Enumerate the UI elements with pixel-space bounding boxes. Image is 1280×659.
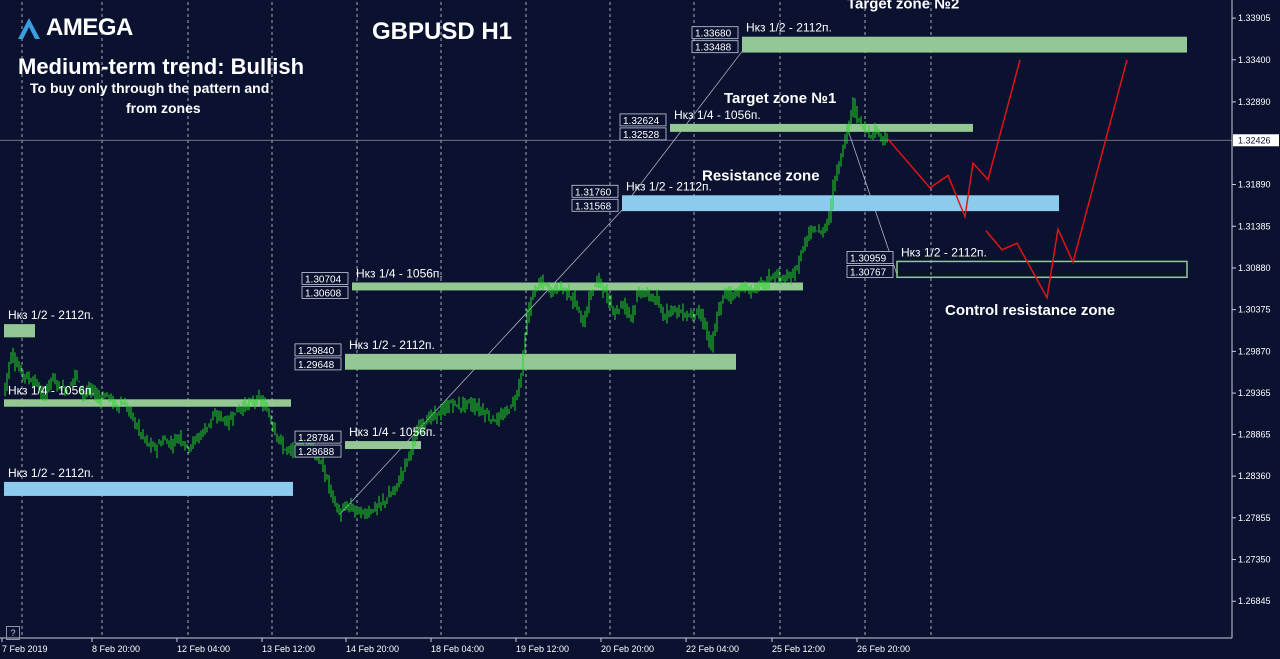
zone-label-2: Нкз 1/2 - 2112п. — [626, 179, 712, 193]
y-tick-label-7: 1.29870 — [1238, 346, 1271, 356]
zone-price-bottom-box-3 — [846, 265, 894, 278]
zone-price-bottom-2: 1.31568 — [575, 201, 612, 212]
x-tick-label-9: 25 Feb 12:00 — [772, 644, 825, 654]
y-tick-label-8: 1.29365 — [1238, 388, 1271, 398]
x-tick-label-7: 20 Feb 20:00 — [601, 644, 654, 654]
x-tick-label-4: 14 Feb 20:00 — [346, 644, 399, 654]
zone-label-4: Нкз 1/4 - 1056п. — [356, 267, 443, 281]
zone-price-top-box-5 — [294, 343, 342, 357]
zone-price-top-6: 1.28784 — [298, 433, 335, 444]
annotation-2: Resistance zone — [702, 167, 820, 184]
zone-rect-9 — [4, 481, 293, 496]
zone-price-top-0: 1.33680 — [695, 29, 732, 40]
zone-price-top-box-6 — [294, 430, 342, 444]
zone-price-top-3: 1.30959 — [850, 253, 887, 264]
zone-rect-2 — [622, 195, 1059, 212]
zone-price-bottom-box-4 — [301, 286, 349, 299]
zone-rect-1 — [670, 123, 973, 132]
annotation-3: Control resistance zone — [945, 302, 1115, 319]
zone-labels-layer: Нкз 1/2 - 2112п. 1.33680 1.33488 Нкз 1/4 - … — [8, 0, 1115, 480]
x-tick-label-1: 8 Feb 20:00 — [92, 644, 140, 654]
brand-logo: AMEGA — [16, 14, 133, 42]
y-tick-label-2: 1.32890 — [1238, 97, 1271, 107]
zone-rect-6 — [345, 441, 421, 450]
zone-rect-8 — [4, 399, 291, 407]
y-tick-label-12: 1.27350 — [1238, 555, 1271, 565]
zone-rect-3 — [896, 260, 1188, 279]
zone-price-top-5: 1.29840 — [298, 346, 335, 357]
forecast-path-0 — [887, 59, 1021, 220]
zone-rect-4 — [352, 282, 803, 291]
zone-price-top-box-3 — [846, 251, 894, 264]
grid-layer — [0, 2, 1232, 638]
zone-label-9: Нкз 1/2 - 2112п. — [8, 466, 94, 480]
y-tick-label-10: 1.28360 — [1238, 471, 1271, 481]
zone-price-bottom-box-0 — [691, 40, 739, 54]
zone-price-bottom-4: 1.30608 — [305, 289, 342, 300]
zone-rect-0 — [742, 36, 1187, 53]
x-tick-label-8: 22 Feb 04:00 — [686, 644, 739, 654]
zone-label-1: Нкз 1/4 - 1056п. — [674, 108, 761, 122]
zones-layer — [4, 36, 1188, 496]
zone-price-bottom-3: 1.30767 — [850, 267, 887, 278]
y-tick-label-1: 1.33400 — [1238, 55, 1271, 65]
zone-price-top-box-0 — [691, 26, 739, 40]
x-tick-label-0: 7 Feb 2019 — [2, 644, 48, 654]
y-tick-label-11: 1.27855 — [1238, 513, 1271, 523]
zone-price-bottom-1: 1.32528 — [623, 130, 660, 141]
zone-label-6: Нкз 1/4 - 1056п. — [349, 425, 436, 439]
current-price-marker — [1233, 134, 1279, 147]
x-tick-label-5: 18 Feb 04:00 — [431, 644, 484, 654]
y-tick-label-3: 1.31890 — [1238, 180, 1271, 190]
brand-name: AMEGA — [46, 14, 133, 41]
trend-heading: Medium-term trend: Bullish — [18, 54, 305, 79]
zone-label-7: Нкз 1/2 - 2112п. — [8, 308, 94, 322]
strategy-note-line1: To buy only through the pattern and — [30, 80, 270, 96]
zone-price-bottom-box-6 — [294, 444, 342, 458]
y-tick-label-5: 1.30880 — [1238, 263, 1271, 273]
forecast-path-1 — [985, 59, 1128, 300]
y-tick-label-9: 1.28865 — [1238, 429, 1271, 439]
zone-label-5: Нкз 1/2 - 2112п. — [349, 338, 435, 352]
zone-rect-7 — [4, 324, 35, 338]
zone-rect-5 — [345, 353, 736, 370]
zone-price-top-2: 1.31760 — [575, 187, 612, 198]
zone-price-bottom-box-1 — [619, 127, 667, 141]
y-tick-label-0: 1.33905 — [1238, 13, 1271, 23]
symbol-title: GBPUSD H1 — [372, 18, 513, 45]
x-tick-label-2: 12 Feb 04:00 — [177, 644, 230, 654]
zone-price-bottom-0: 1.33488 — [695, 43, 732, 54]
y-tick-label-6: 1.30375 — [1238, 305, 1271, 315]
x-tick-label-6: 19 Feb 12:00 — [516, 644, 569, 654]
current-price-label: 1.32426 — [1238, 135, 1271, 145]
chart-settings-icon[interactable]: ? — [6, 626, 20, 640]
strategy-note-line2: from zones — [126, 100, 201, 116]
zone-price-bottom-box-2 — [571, 198, 619, 212]
zone-price-bottom-box-5 — [294, 357, 342, 371]
zone-price-top-box-2 — [571, 184, 619, 198]
zone-label-3: Нкз 1/2 - 2112п. — [901, 245, 987, 259]
zone-price-bottom-5: 1.29648 — [298, 360, 335, 371]
zone-price-top-1: 1.32624 — [623, 116, 660, 127]
zone-label-0: Нкз 1/2 - 2112п. — [746, 21, 832, 35]
y-tick-label-13: 1.26845 — [1238, 596, 1271, 606]
x-tick-label-3: 13 Feb 12:00 — [262, 644, 315, 654]
zone-price-top-box-4 — [301, 272, 349, 285]
zone-price-bottom-6: 1.28688 — [298, 447, 335, 458]
zone-price-top-box-1 — [619, 113, 667, 127]
zone-price-top-4: 1.30704 — [305, 275, 342, 286]
x-tick-label-10: 26 Feb 20:00 — [857, 644, 910, 654]
y-tick-label-4: 1.31385 — [1238, 221, 1271, 231]
price-series-layer — [4, 97, 888, 522]
forecast-layer — [887, 59, 1128, 300]
zone-label-8: Нкз 1/4 - 1056п. — [8, 383, 95, 397]
annotation-0: Target zone №2 — [847, 0, 959, 13]
annotation-1: Target zone №1 — [724, 90, 836, 107]
amega-logo-icon — [18, 18, 40, 39]
